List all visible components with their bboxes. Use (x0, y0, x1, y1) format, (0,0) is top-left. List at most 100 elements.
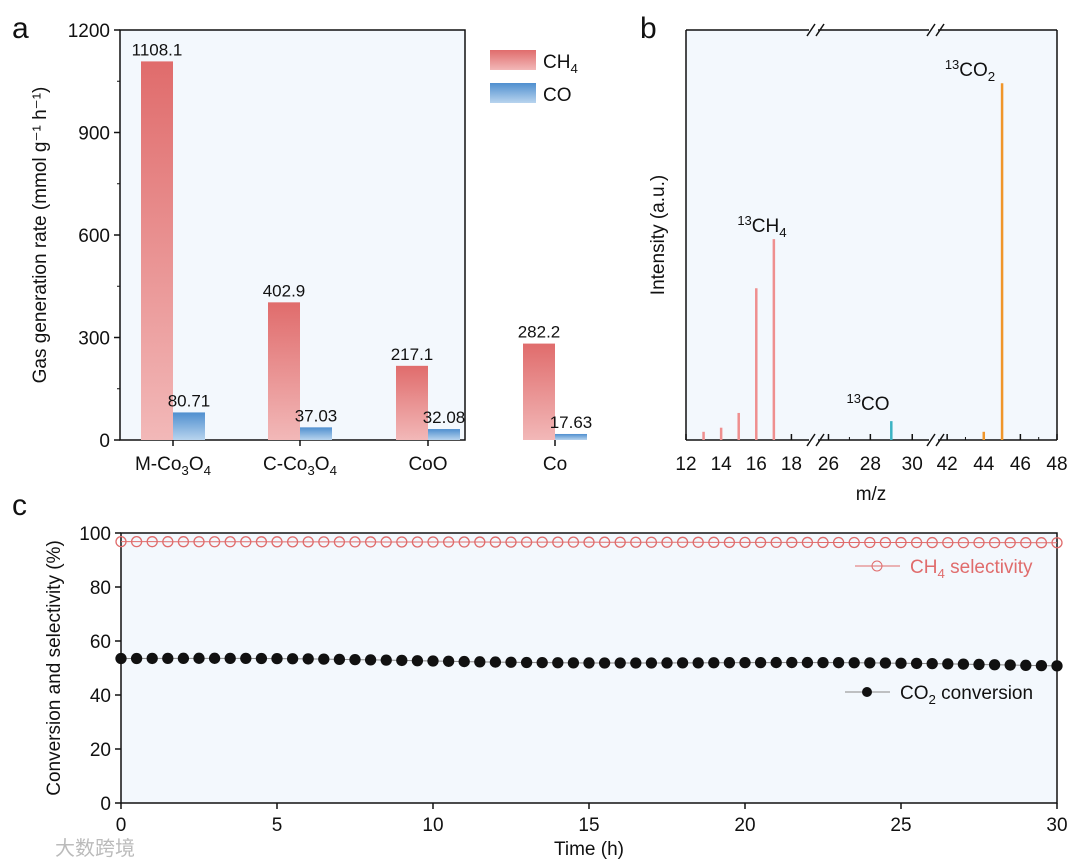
point-ch4-selectivity (1004, 537, 1016, 549)
point-ch4-selectivity (614, 536, 626, 548)
y-tick-label-a: 0 (99, 431, 110, 452)
point-co2-conversion (411, 655, 424, 667)
point-ch4-selectivity (411, 536, 424, 548)
point-ch4-selectivity (505, 536, 517, 548)
point-co2-conversion (474, 656, 486, 668)
point-ch4-selectivity (598, 536, 611, 548)
axis-break-mark (815, 433, 825, 447)
point-ch4-selectivity (364, 536, 377, 548)
point-co2-conversion (442, 655, 455, 667)
data-label-ch4: 402.9 (263, 281, 306, 300)
panel-c: c 0 20 40 60 80 100 0 5 10 15 20 25 30 Time (h) Convers… (12, 489, 1068, 860)
point-co2-conversion (271, 652, 283, 665)
y-tick-label-a: 1200 (68, 21, 110, 42)
bar-ch4 (396, 365, 428, 440)
bar-co (173, 412, 205, 440)
point-ch4-selectivity (1051, 537, 1063, 549)
y-tick-label-c: 60 (90, 632, 111, 653)
point-ch4-selectivity (692, 536, 704, 548)
point-co2-conversion (910, 657, 923, 670)
peak-annotation: 13CO2 (945, 57, 995, 84)
point-co2-conversion (723, 657, 736, 669)
point-ch4-selectivity (988, 536, 1001, 549)
point-ch4-selectivity (910, 536, 923, 549)
axis-break-mark (935, 433, 945, 447)
data-label-ch4: 1108.1 (132, 40, 183, 59)
point-ch4-selectivity (286, 536, 299, 548)
point-co2-conversion (318, 653, 330, 665)
point-co2-conversion (333, 653, 346, 665)
x-tick-label-a: CoO (408, 454, 447, 475)
x-tick-label-b: 26 (818, 454, 839, 475)
y-tick-label-c: 40 (90, 686, 111, 707)
point-co2-conversion (536, 656, 548, 669)
peak-annotation: 13CH4 (737, 213, 786, 240)
point-co2-conversion (302, 653, 314, 665)
point-co2-conversion (458, 655, 470, 668)
point-ch4-selectivity (271, 536, 283, 548)
point-co2-conversion (130, 652, 143, 665)
y-tick-label-a: 900 (78, 124, 110, 145)
point-ch4-selectivity (458, 536, 470, 548)
legend-marker (871, 560, 883, 572)
point-ch4-selectivity (333, 536, 346, 548)
bar-ch4 (268, 302, 300, 440)
point-co2-conversion (895, 657, 907, 669)
point-ch4-selectivity (474, 536, 486, 548)
data-label-ch4: 282.2 (518, 323, 561, 342)
point-ch4-selectivity (489, 536, 502, 548)
point-ch4-selectivity (630, 536, 642, 548)
x-tick-label-c: 20 (734, 815, 755, 836)
x-tick-label-b: 16 (746, 454, 767, 475)
x-tick-label-b: 46 (1010, 454, 1031, 475)
point-co2-conversion (848, 657, 860, 669)
axis-break-mark (806, 433, 816, 447)
panel-a: a 0 300 600 900 1200 Gas generation rate (mmol… (12, 12, 592, 478)
point-ch4-selectivity (832, 536, 845, 549)
point-co2-conversion (770, 656, 782, 669)
x-tick-label-b: 28 (860, 454, 881, 475)
point-ch4-selectivity (786, 536, 798, 549)
point-ch4-selectivity (552, 536, 564, 548)
point-ch4-selectivity (193, 536, 205, 548)
x-tick-label-a: Co (543, 454, 567, 475)
data-label-ch4: 217.1 (391, 345, 434, 364)
point-ch4-selectivity (879, 536, 892, 549)
legend-swatch (490, 50, 536, 70)
panel-label-c: c (12, 489, 27, 522)
point-co2-conversion (864, 657, 876, 669)
x-tick-label-c: 5 (272, 815, 283, 836)
point-co2-conversion (193, 652, 205, 664)
point-co2-conversion (427, 655, 439, 667)
point-co2-conversion (520, 656, 533, 669)
bar-co (555, 433, 587, 440)
point-co2-conversion (661, 657, 673, 669)
point-co2-conversion (754, 656, 767, 669)
point-ch4-selectivity (567, 536, 580, 548)
point-co2-conversion (926, 658, 938, 670)
point-co2-conversion (146, 652, 158, 665)
data-label-co: 80.71 (168, 391, 211, 410)
panel-label-a: a (12, 12, 29, 45)
y-axis-label-b: Intensity (a.u.) (648, 175, 669, 295)
point-co2-conversion (1035, 659, 1048, 672)
point-ch4-selectivity (1035, 537, 1048, 549)
point-co2-conversion (630, 657, 642, 669)
watermark-logo: 大数跨境 (55, 837, 135, 860)
point-co2-conversion (598, 657, 611, 669)
point-co2-conversion (801, 656, 814, 669)
series-line (120, 541, 1058, 544)
x-tick-label-c: 25 (890, 815, 911, 836)
point-co2-conversion (567, 657, 580, 669)
point-co2-conversion (208, 652, 221, 664)
point-ch4-selectivity (645, 536, 658, 548)
point-co2-conversion (286, 653, 299, 665)
point-co2-conversion (645, 657, 658, 669)
point-ch4-selectivity (770, 536, 782, 549)
point-ch4-selectivity (661, 536, 673, 548)
x-tick-label-b: 30 (902, 454, 923, 475)
panel-b: b 12 14 16 18 26 28 30 42 44 46 48 m/z Intensity (a.u… (640, 12, 1068, 505)
x-axis-label-c: Time (h) (554, 839, 624, 860)
y-tick-label-c: 20 (90, 740, 111, 761)
point-ch4-selectivity (380, 536, 392, 548)
